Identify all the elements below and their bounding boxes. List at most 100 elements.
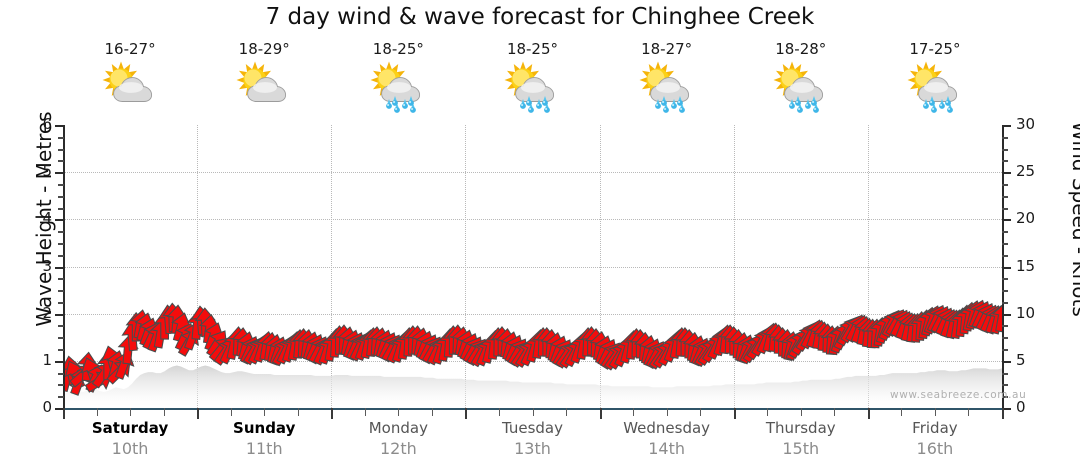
right-minor-tick — [1002, 254, 1008, 257]
right-tick-label: 30 — [1016, 115, 1036, 133]
right-tick-label: 5 — [1016, 350, 1026, 369]
left-minor-tick — [58, 325, 64, 328]
right-minor-tick — [1002, 160, 1008, 163]
left-tick — [55, 266, 64, 269]
day-header-saturday: 16-27° — [63, 40, 197, 125]
left-axis-line — [63, 125, 65, 409]
right-axis-title: Wind Speed - Knots — [1068, 121, 1080, 317]
left-minor-tick — [58, 372, 64, 375]
left-minor-tick — [58, 278, 64, 281]
bottom-hour-tick — [130, 408, 132, 416]
day-footer-strip: Saturday 10th Sunday 11th Monday 12th Tuesday 1… — [63, 418, 1002, 470]
bottom-day-tick — [63, 408, 65, 419]
right-minor-tick — [1002, 278, 1008, 281]
right-tick-label: 0 — [1016, 398, 1026, 416]
left-tick-label: 6 — [42, 115, 52, 133]
left-minor-tick — [58, 242, 64, 245]
right-tick-label: 10 — [1016, 303, 1036, 322]
day-header-wednesday: 18-27° — [600, 40, 734, 125]
sun-cloud-icon — [102, 61, 153, 102]
bottom-hour-tick — [566, 408, 568, 416]
day-header-thursday: 18-28° — [734, 40, 868, 125]
left-minor-tick — [58, 337, 64, 340]
left-tick-label: 1 — [42, 350, 52, 369]
day-name: Sunday — [233, 419, 296, 437]
day-name: Thursday — [765, 419, 836, 437]
sun-cloud-rain-icon — [504, 61, 555, 113]
right-minor-tick — [1002, 396, 1008, 399]
bottom-day-tick — [599, 408, 602, 419]
sun-cloud-rain-icon — [639, 61, 689, 113]
day-footer-monday: Monday 12th — [331, 418, 465, 460]
temperature-range: 16-27° — [104, 40, 156, 58]
left-minor-tick — [58, 301, 64, 304]
bottom-hour-tick — [767, 408, 769, 416]
wave-height-area — [63, 365, 1002, 408]
right-minor-tick — [1002, 231, 1008, 234]
bottom-hour-tick — [431, 408, 433, 416]
right-minor-tick — [1002, 325, 1008, 328]
temperature-range: 18-29° — [238, 40, 290, 58]
right-minor-tick — [1002, 183, 1008, 186]
day-date: 13th — [514, 439, 551, 458]
right-minor-tick — [1002, 337, 1008, 340]
left-minor-tick — [58, 207, 64, 210]
bottom-hour-tick — [934, 408, 936, 416]
temperature-range: 18-25° — [372, 40, 424, 58]
left-tick-label: 3 — [42, 256, 52, 275]
left-tick — [55, 125, 64, 127]
right-minor-tick — [1002, 384, 1008, 387]
left-minor-tick — [58, 396, 64, 399]
day-name: Monday — [368, 419, 428, 437]
right-tick — [1002, 313, 1011, 316]
right-tick — [1002, 266, 1011, 269]
right-minor-tick — [1002, 207, 1008, 210]
day-name: Saturday — [91, 419, 169, 437]
day-header-monday: 18-25° — [331, 40, 465, 125]
day-header-strip: 16-27° 18-29° 18-25° 18-25° 18-27° 18-28° 17-2… — [63, 40, 1002, 125]
day-header-sunday: 18-29° — [197, 40, 331, 125]
watermark: www.seabreeze.com.au — [890, 389, 1027, 401]
bottom-hour-tick — [834, 408, 836, 416]
bottom-day-tick — [331, 408, 334, 419]
left-minor-tick — [58, 195, 64, 198]
bottom-hour-tick — [968, 408, 970, 416]
wind-arrow — [991, 302, 1002, 333]
day-footer-tuesday: Tuesday 13th — [465, 418, 599, 460]
bottom-hour-tick — [800, 408, 802, 416]
right-minor-tick — [1002, 148, 1008, 151]
bottom-day-tick — [1002, 408, 1004, 419]
bottom-hour-tick — [398, 408, 400, 416]
day-header-tuesday: 18-25° — [465, 40, 599, 125]
day-footer-saturday: Saturday 10th — [63, 418, 197, 460]
right-minor-tick — [1002, 242, 1008, 245]
day-date: 16th — [916, 439, 954, 458]
day-name: Friday — [912, 419, 958, 437]
right-minor-tick — [1002, 290, 1008, 293]
left-tick — [55, 408, 64, 410]
bottom-hour-tick — [532, 408, 534, 416]
temperature-range: 18-28° — [775, 40, 827, 58]
right-tick — [1002, 125, 1011, 127]
left-tick — [55, 219, 64, 222]
left-minor-tick — [58, 136, 64, 139]
sun-cloud-rain-icon — [773, 61, 823, 113]
day-footer-sunday: Sunday 11th — [197, 418, 331, 460]
page-title: 7 day wind & wave forecast for Chinghee … — [265, 4, 815, 30]
left-tick-label: 0 — [42, 398, 52, 416]
bottom-hour-tick — [666, 408, 668, 416]
day-name: Wednesday — [623, 419, 711, 437]
left-tick-label: 2 — [42, 303, 52, 322]
sun-cloud-rain-icon — [370, 61, 421, 113]
right-tick — [1002, 219, 1011, 222]
day-footer-thursday: Thursday 15th — [734, 418, 868, 460]
day-header-friday: 17-25° — [868, 40, 1002, 125]
bottom-day-tick — [465, 408, 468, 419]
bottom-hour-tick — [901, 408, 903, 416]
day-date: 14th — [648, 439, 686, 458]
bottom-day-tick — [733, 408, 736, 419]
gridline-horizontal — [63, 266, 1002, 268]
sun-cloud-icon — [236, 61, 287, 102]
right-minor-tick — [1002, 195, 1008, 198]
day-name: Tuesday — [501, 419, 563, 437]
